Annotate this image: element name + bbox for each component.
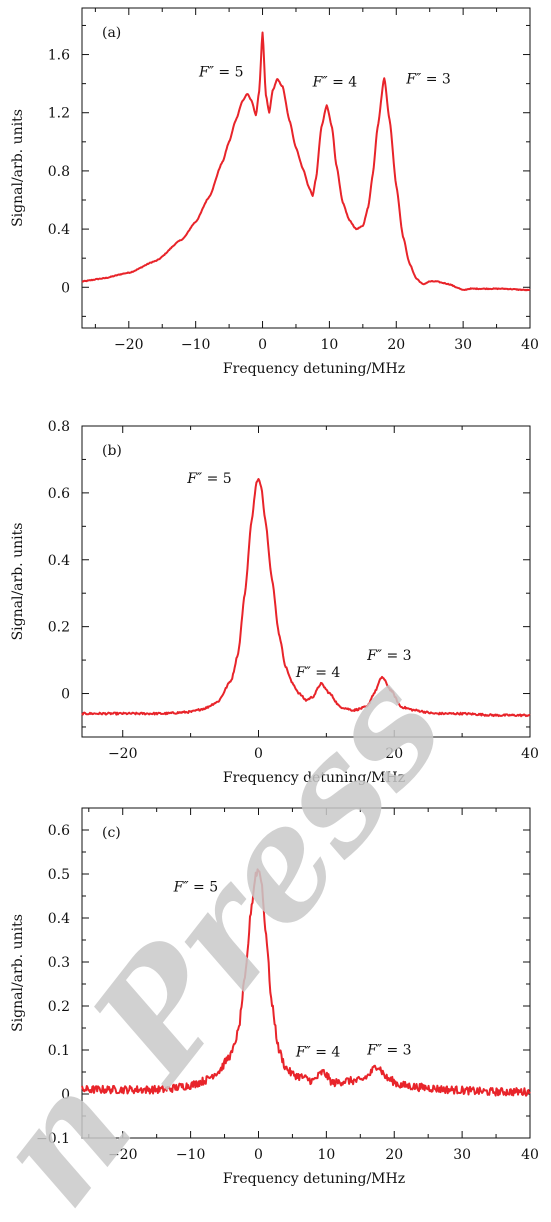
signal-trace [81, 478, 531, 718]
x-tick-label: 30 [453, 1147, 471, 1163]
y-tick-label: −0.1 [36, 1131, 70, 1147]
signal-trace [81, 868, 531, 1097]
x-tick-label: 20 [387, 337, 405, 353]
y-axis-label: Signal/arb. units [10, 914, 26, 1032]
x-tick-label: 40 [521, 1147, 539, 1163]
watermark: n Press [0, 642, 479, 1222]
x-tick-label: −20 [108, 746, 138, 762]
peak-annotation: F″ = 3 [366, 648, 412, 664]
x-axis-label: Frequency detuning/MHz [223, 1171, 405, 1187]
x-tick-label: 0 [258, 337, 267, 353]
y-axis-label: Signal/arb. units [10, 523, 26, 641]
y-tick-label: 0 [61, 687, 70, 703]
y-tick-label: 0.4 [48, 911, 70, 927]
y-tick-label: 0.6 [48, 486, 70, 502]
x-tick-label: 0 [254, 1147, 263, 1163]
x-tick-label: 40 [521, 337, 539, 353]
peak-annotation: F″ = 3 [366, 1042, 412, 1058]
peak-annotation: F″ = 4 [295, 665, 341, 681]
y-tick-label: 0 [61, 1087, 70, 1103]
chart-panel: −20 0 20 40 0 0.2 0.4 0.6 0.8 Frequency detuning/… [10, 419, 539, 786]
y-tick-label: 0.4 [48, 553, 70, 569]
panel-label: (a) [102, 25, 121, 41]
x-axis-label: Frequency detuning/MHz [223, 361, 405, 377]
x-tick-label: 20 [385, 1147, 403, 1163]
panel-label: (b) [102, 443, 122, 459]
x-tick-label: 40 [521, 746, 539, 762]
y-tick-label: 0.8 [48, 164, 70, 180]
x-tick-label: 30 [454, 337, 472, 353]
y-tick-label: 0.6 [48, 823, 70, 839]
peak-annotation: F″ = 5 [186, 471, 232, 487]
x-axis-label: Frequency detuning/MHz [223, 770, 405, 786]
y-tick-label: 1.2 [48, 106, 70, 122]
x-tick-label: −10 [176, 1147, 206, 1163]
y-tick-label: 1.6 [48, 48, 70, 64]
chart-panel: −20 −10 0 10 20 30 40 0 0.4 0.8 1.2 1.6 Frequency de… [10, 7, 539, 377]
x-tick-label: 10 [320, 337, 338, 353]
panel-label: (c) [102, 825, 121, 841]
x-tick-label: −20 [114, 337, 144, 353]
y-tick-label: 0.4 [48, 222, 70, 238]
y-axis-label: Signal/arb. units [10, 109, 26, 227]
signal-trace [81, 31, 531, 292]
y-tick-label: 0.3 [48, 955, 70, 971]
y-tick-label: 0.2 [48, 620, 70, 636]
peak-annotation: F″ = 5 [198, 64, 244, 80]
x-tick-label: 20 [385, 746, 403, 762]
plot-frame [81, 807, 531, 1139]
peak-annotation: F″ = 4 [295, 1045, 341, 1061]
y-tick-label: 0.8 [48, 419, 70, 435]
x-tick-label: −10 [181, 337, 211, 353]
y-tick-label: 0.1 [48, 1043, 70, 1059]
x-tick-label: 10 [317, 1147, 335, 1163]
y-tick-label: 0 [61, 280, 70, 296]
x-tick-label: −20 [108, 1147, 138, 1163]
plot-frame [81, 425, 531, 738]
peak-annotation: F″ = 5 [173, 880, 219, 896]
x-tick-label: 0 [254, 746, 263, 762]
peak-annotation: F″ = 3 [405, 72, 451, 88]
y-tick-label: 0.5 [48, 867, 70, 883]
chart-panel: −20 −10 0 10 20 30 40 −0.1 0 0.1 0.2 0.3 0.4 0.5 0.6 Fr… [10, 807, 539, 1187]
plot-frame [81, 7, 531, 329]
peak-annotation: F″ = 4 [312, 75, 358, 91]
y-tick-label: 0.2 [48, 999, 70, 1015]
